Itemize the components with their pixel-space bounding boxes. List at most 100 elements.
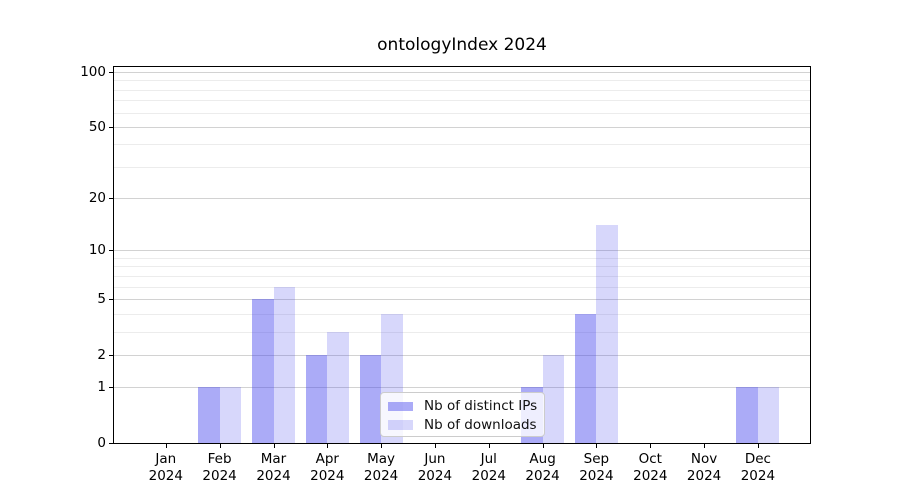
legend-label: Nb of downloads: [424, 416, 537, 433]
bar-aug-downloads: [542, 354, 565, 443]
x-tick-month: Sep: [583, 451, 610, 467]
legend-label: Nb of distinct IPs: [424, 398, 538, 415]
x-tick-year: 2024: [686, 468, 722, 484]
y-tick-label: 2: [97, 346, 106, 363]
x-tick-month: Oct: [638, 451, 662, 467]
x-tick-mark: [219, 444, 221, 448]
chart-title: ontologyIndex 2024: [377, 35, 547, 55]
legend: Nb of distinct IPs Nb of downloads: [380, 392, 545, 437]
x-tick-month: Apr: [315, 451, 339, 467]
y-tick-label: 5: [97, 290, 106, 307]
major-gridline: [114, 198, 810, 200]
x-tick-year: 2024: [740, 468, 776, 484]
minor-gridline: [114, 275, 810, 277]
y-tick-label: 20: [88, 190, 106, 207]
x-tick-label: Mar 2024: [246, 451, 302, 485]
y-tick-mark: [108, 198, 114, 200]
x-tick-label: Sep 2024: [568, 451, 624, 485]
x-tick-month: Feb: [207, 451, 232, 467]
major-gridline: [114, 250, 810, 252]
bar-feb-distinct-ips: [198, 387, 220, 443]
y-tick-mark: [108, 387, 114, 389]
bar-dec-downloads: [757, 387, 780, 443]
bar-mar-distinct-ips: [252, 298, 274, 443]
plot-area: [113, 66, 811, 444]
y-tick-label: 10: [88, 242, 106, 259]
legend-swatch-distinct-ips: [388, 401, 413, 411]
minor-gridline: [114, 112, 810, 114]
y-tick-mark: [108, 443, 114, 444]
major-gridline: [114, 298, 810, 300]
minor-gridline: [114, 313, 810, 315]
bar-apr-downloads: [327, 331, 349, 443]
x-tick-label: Aug 2024: [515, 451, 571, 485]
x-tick-month: Aug: [529, 451, 556, 467]
x-tick-mark: [488, 444, 490, 448]
y-tick-mark: [108, 126, 114, 128]
bar-apr-distinct-ips: [305, 354, 328, 443]
bar-mar-downloads: [273, 286, 295, 443]
y-tick-label: 100: [80, 63, 106, 80]
y-tick-mark: [108, 354, 114, 356]
x-tick-year: 2024: [310, 468, 345, 484]
x-tick-year: 2024: [579, 468, 614, 484]
x-tick-label: Jan 2024: [138, 451, 194, 485]
x-tick-label: Jul 2024: [461, 451, 517, 485]
bar-may-distinct-ips: [359, 354, 382, 443]
legend-item: Nb of distinct IPs: [388, 397, 538, 416]
x-tick-month: Mar: [260, 451, 287, 467]
bar-feb-downloads: [219, 387, 242, 443]
x-tick-year: 2024: [417, 468, 453, 484]
y-tick-mark: [108, 298, 114, 300]
legend-item: Nb of downloads: [388, 416, 537, 435]
major-gridline: [114, 126, 810, 128]
y-tick-mark: [108, 250, 114, 252]
x-tick-year: 2024: [363, 468, 399, 484]
x-tick-month: May: [367, 451, 396, 467]
x-tick-label: Feb 2024: [192, 451, 248, 485]
x-tick-year: 2024: [202, 468, 237, 484]
x-tick-mark: [165, 444, 167, 448]
y-tick-label: 1: [97, 379, 106, 396]
x-tick-month: Jan: [155, 451, 177, 467]
minor-gridline: [114, 80, 810, 82]
x-tick-label: Apr 2024: [299, 451, 355, 485]
x-tick-label: Nov 2024: [676, 451, 732, 485]
x-tick-label: Dec 2024: [730, 451, 786, 485]
major-gridline: [114, 71, 810, 73]
minor-gridline: [114, 166, 810, 168]
x-tick-label: Jun 2024: [407, 451, 463, 485]
minor-gridline: [114, 286, 810, 288]
minor-gridline: [114, 331, 810, 333]
major-gridline: [114, 354, 810, 356]
bar-sep-downloads: [596, 225, 618, 443]
x-tick-month: Jun: [424, 451, 446, 467]
minor-gridline: [114, 266, 810, 268]
y-tick-label: 50: [88, 118, 106, 135]
y-tick-label: 0: [97, 435, 106, 451]
x-tick-mark: [757, 444, 759, 448]
x-tick-label: Oct 2024: [622, 451, 678, 485]
x-tick-mark: [327, 444, 329, 448]
x-tick-year: 2024: [148, 468, 183, 484]
x-tick-mark: [542, 444, 544, 448]
minor-gridline: [114, 100, 810, 102]
x-tick-year: 2024: [471, 468, 506, 484]
x-tick-mark: [381, 444, 383, 448]
x-tick-year: 2024: [633, 468, 668, 484]
minor-gridline: [114, 144, 810, 146]
x-tick-mark: [704, 444, 706, 448]
bar-sep-distinct-ips: [574, 313, 597, 443]
minor-gridline: [114, 89, 810, 91]
x-tick-mark: [596, 444, 598, 448]
x-tick-month: Jul: [480, 451, 497, 467]
x-tick-mark: [434, 444, 436, 448]
bar-dec-distinct-ips: [736, 387, 758, 443]
major-gridline: [114, 387, 810, 389]
x-tick-label: May 2024: [353, 451, 409, 485]
legend-swatch-downloads: [388, 420, 413, 430]
x-tick-mark: [650, 444, 652, 448]
minor-gridline: [114, 257, 810, 259]
x-tick-month: Dec: [744, 451, 771, 467]
